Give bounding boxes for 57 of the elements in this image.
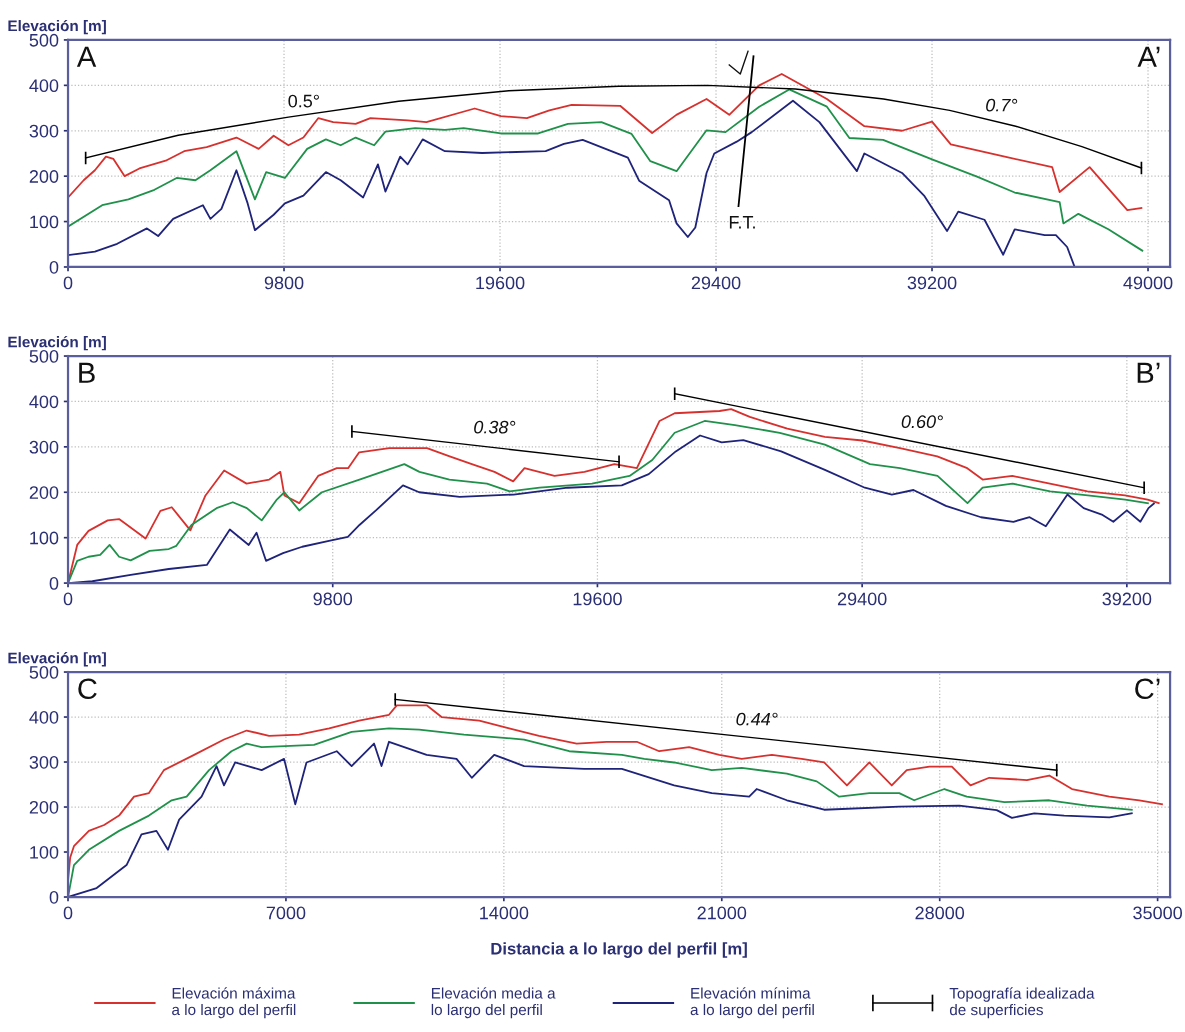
x-tick-label: 9800 — [264, 276, 304, 290]
x-tick-label: 7000 — [266, 906, 306, 920]
y-tick-label: 200 — [29, 170, 59, 183]
y-tick-label: 0 — [49, 260, 59, 274]
x-tick-label: 28000 — [915, 906, 965, 920]
annotation: 0.44° — [736, 712, 778, 726]
x-tick-label: 0 — [63, 906, 73, 920]
y-axis-title: Elevación [m] — [8, 652, 106, 667]
y-axis-title: Elevación [m] — [8, 335, 106, 351]
annotation: 0.38° — [474, 420, 516, 434]
x-tick-label: 19600 — [573, 592, 622, 606]
y-tick-label: 200 — [29, 486, 59, 499]
y-tick-label: 300 — [29, 124, 59, 138]
x-tick-label: 21000 — [697, 906, 747, 920]
line-series — [68, 88, 1144, 252]
annotation: 0.5° — [288, 94, 319, 108]
x-tick-label: 0 — [63, 592, 73, 606]
y-tick-label: 400 — [29, 710, 59, 724]
y-tick-label: 200 — [29, 800, 59, 814]
y-tick-label: 100 — [30, 845, 59, 859]
x-tick-label: 29400 — [691, 276, 741, 290]
x-tick-label: 39200 — [1102, 592, 1152, 606]
y-tick-label: 500 — [29, 33, 59, 47]
annotation: B’ — [1137, 362, 1160, 383]
legend-label: Topografía idealizada de superficies — [949, 987, 1095, 1019]
annotation: F.T. — [729, 216, 755, 229]
y-tick-label: 400 — [29, 79, 59, 93]
annotation: C — [78, 678, 97, 700]
annotation: 0.7° — [986, 98, 1018, 112]
y-tick-label: 0 — [49, 890, 59, 904]
annotation: C’ — [1135, 678, 1160, 700]
x-tick-label: 19600 — [476, 276, 525, 290]
y-tick-label: 500 — [29, 665, 59, 679]
annotation: B — [79, 362, 95, 383]
x-tick-label: 0 — [63, 276, 73, 290]
y-tick-label: 300 — [29, 440, 59, 454]
annotation: A — [76, 46, 97, 67]
x-axis-title: Distancia a lo largo del perfil [m] — [491, 942, 747, 958]
y-tick-label: 100 — [30, 531, 59, 545]
y-tick-label: 300 — [29, 755, 59, 769]
x-tick-label: 29400 — [837, 592, 887, 606]
annotation: A’ — [1137, 46, 1160, 67]
x-tick-label: 14000 — [480, 906, 529, 920]
y-tick-label: 500 — [29, 349, 59, 363]
x-tick-label: 49000 — [1123, 276, 1173, 290]
y-tick-label: 100 — [30, 215, 59, 229]
y-tick-label: 0 — [49, 577, 59, 590]
x-tick-label: 39200 — [907, 276, 957, 290]
legend-label: Elevación media a lo largo del perfil — [431, 987, 556, 1019]
legend-label: Elevación mínima a lo largo del perfil — [690, 987, 814, 1019]
line-series — [68, 73, 1143, 212]
y-tick-label: 400 — [29, 395, 59, 409]
y-axis-title: Elevación [m] — [8, 19, 106, 35]
legend-label: Elevación máxima a lo largo del perfil — [172, 987, 296, 1019]
x-tick-label: 35000 — [1133, 906, 1183, 920]
annotation: 0.60° — [901, 415, 943, 429]
x-tick-label: 9800 — [313, 592, 353, 606]
